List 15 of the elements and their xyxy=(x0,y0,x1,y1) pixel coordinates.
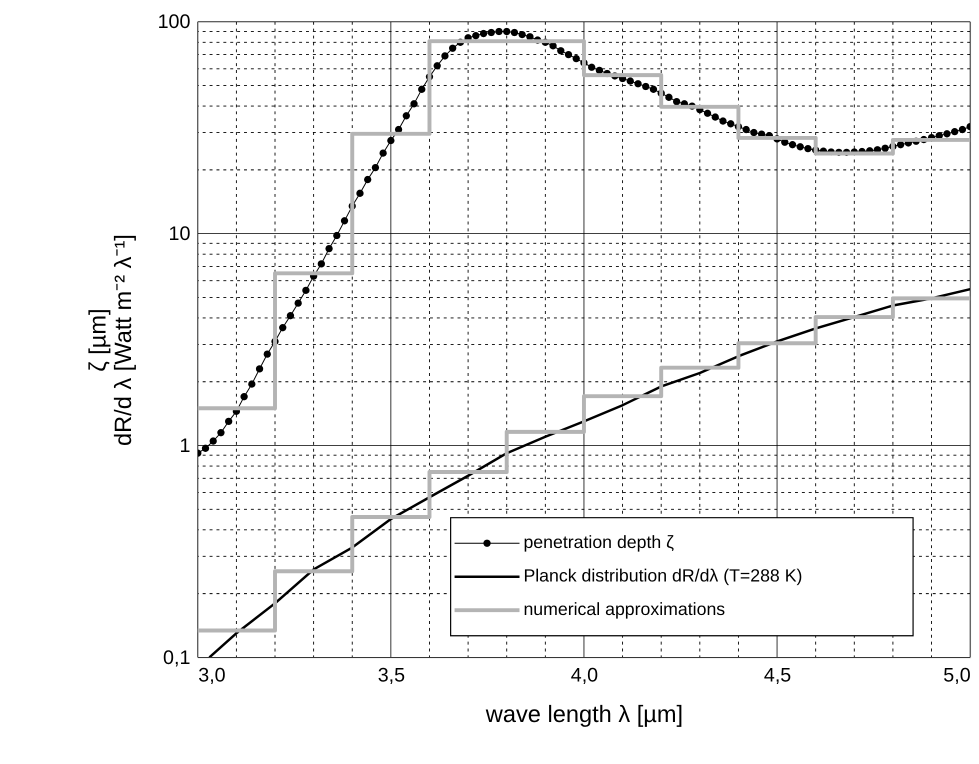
y-tick-label: 100 xyxy=(158,11,190,34)
x-tick-label: 5,0 xyxy=(943,664,971,687)
x-tick-label: 3,5 xyxy=(378,664,406,687)
text: ζ [µm] xyxy=(85,308,112,372)
text: dR/d λ [Watt m⁻² λ⁻¹] xyxy=(110,234,137,446)
legend-label: penetration depth ζ xyxy=(523,532,674,552)
x-tick-label: 4,0 xyxy=(570,664,598,687)
y-tick-label: 1 xyxy=(179,434,190,457)
x-axis-title: wave length λ [µm] xyxy=(484,702,684,728)
x-tick-label: 3,0 xyxy=(198,664,226,687)
y-tick-label: 10 xyxy=(168,223,190,246)
x-tick-label: 4,5 xyxy=(764,664,792,687)
legend-label: Planck distribution dR/dλ (T=288 K) xyxy=(523,566,802,586)
y-tick-label: 0,1 xyxy=(163,646,190,669)
legend-label: numerical approximations xyxy=(523,599,726,620)
